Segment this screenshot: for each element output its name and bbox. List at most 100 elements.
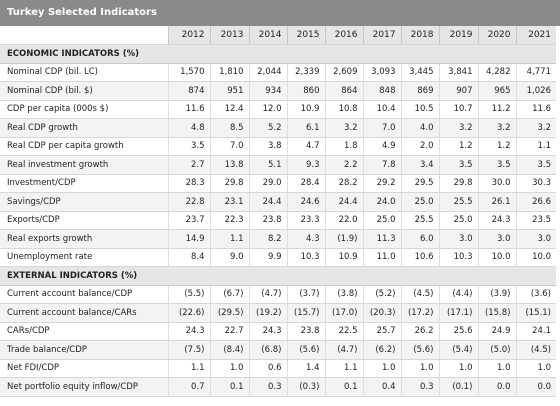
value-cell: 9.0 (209, 248, 249, 267)
row-label: Current account balance/CARs (0, 303, 168, 323)
value-cell: (17.2) (400, 303, 439, 323)
value-cell: 1.1 (515, 137, 556, 156)
value-cell: (15.7) (286, 303, 325, 323)
value-cell: 24.0 (362, 192, 401, 212)
value-cell: 26.2 (400, 322, 439, 341)
value-cell: 9.3 (286, 155, 325, 175)
value-cell: 2.2 (324, 155, 363, 175)
value-cell: 26.1 (477, 192, 516, 212)
value-cell: 12.4 (209, 100, 249, 119)
value-cell: 3.2 (477, 118, 516, 138)
value-cell: 3.2 (515, 118, 556, 138)
table-title: Turkey Selected Indicators (0, 0, 560, 26)
value-cell: (5.6) (400, 340, 439, 360)
value-cell: (20.3) (362, 303, 401, 323)
row-label: Real exports growth (0, 229, 168, 249)
value-cell: 1,570 (167, 63, 210, 82)
value-cell: 25.5 (400, 211, 439, 230)
value-cell: 3.2 (438, 118, 478, 138)
value-cell: 25.5 (438, 192, 478, 212)
value-cell: (5.5) (167, 285, 210, 304)
value-cell: 10.9 (286, 100, 325, 119)
value-cell: 29.8 (209, 174, 249, 193)
value-cell: 29.5 (400, 174, 439, 193)
table-row: Real CDP growth 4.8 8.5 5.2 6.1 3.2 7.0 4.0 3.2 3… (0, 118, 556, 138)
value-cell: 24.1 (515, 322, 556, 341)
value-cell: 1.0 (209, 359, 249, 378)
value-cell: (15.8) (477, 303, 516, 323)
row-label: Investment/CDP (0, 174, 168, 193)
value-cell: 1.8 (324, 137, 363, 156)
table-row: CARs/CDP 24.3 22.7 24.3 23.8 22.5 25.7 26.2 25.6… (0, 322, 556, 341)
row-label: Real investment growth (0, 155, 168, 175)
year-header-2020: 2020 (477, 26, 516, 45)
section-heading: ECONOMIC INDICATORS (%) (0, 44, 556, 64)
value-cell: 1.2 (438, 137, 478, 156)
year-header-2013: 2013 (209, 26, 249, 45)
year-header-2021: 2021 (515, 26, 556, 45)
table-row: Real investment growth 2.7 13.8 5.1 9.3 2.2 7.… (0, 155, 556, 175)
table-row: Net portfolio equity inflow/CDP 0.7 0.1 0.3… (0, 377, 556, 397)
value-cell: (4.5) (515, 340, 556, 360)
row-label: Net portfolio equity inflow/CDP (0, 377, 168, 397)
value-cell: 24.4 (248, 192, 287, 212)
value-cell: 24.6 (286, 192, 325, 212)
row-label: Nominal CDP (bil. LC) (0, 63, 168, 82)
value-cell: 1.1 (167, 359, 210, 378)
value-cell: 5.2 (248, 118, 287, 138)
header-blank-cell (0, 26, 168, 45)
value-cell: 2,339 (286, 63, 325, 82)
value-cell: (22.6) (167, 303, 210, 323)
row-label: CDP per capita (000s $) (0, 100, 168, 119)
value-cell: 3,841 (438, 63, 478, 82)
value-cell: 1.0 (477, 359, 516, 378)
row-label: Real CDP growth (0, 118, 168, 138)
year-header-row: 2012 2013 2014 2015 2016 2017 2018 2019 2020 2021 (0, 26, 556, 45)
value-cell: 11.0 (362, 248, 401, 267)
value-cell: 30.0 (477, 174, 516, 193)
value-cell: 965 (477, 81, 516, 101)
value-cell: 0.6 (248, 359, 287, 378)
value-cell: (3.6) (515, 285, 556, 304)
value-cell: (6.8) (248, 340, 287, 360)
value-cell: 0.1 (324, 377, 363, 397)
table-row: Investment/CDP 28.3 29.8 29.0 28.4 28.2 29.2 29… (0, 174, 556, 193)
value-cell: (19.2) (248, 303, 287, 323)
row-label: Real CDP per capita growth (0, 137, 168, 156)
table-row: Unemployment rate 8.4 9.0 9.9 10.3 10.9 11.0 10… (0, 248, 556, 267)
value-cell: 0.7 (167, 377, 210, 397)
value-cell: 10.6 (400, 248, 439, 267)
value-cell: 10.0 (515, 248, 556, 267)
value-cell: 0.3 (248, 377, 287, 397)
table-row: Trade balance/CDP (7.5) (8.4) (6.8) (5.6) (4.… (0, 340, 556, 360)
value-cell: 0.4 (362, 377, 401, 397)
row-label: Savings/CDP (0, 192, 168, 212)
value-cell: 11.6 (515, 100, 556, 119)
value-cell: 934 (248, 81, 287, 101)
value-cell: 1.1 (209, 229, 249, 249)
value-cell: 24.4 (324, 192, 363, 212)
year-header-2015: 2015 (286, 26, 325, 45)
value-cell: 10.0 (477, 248, 516, 267)
value-cell: 3.5 (167, 137, 210, 156)
table-row: CDP per capita (000s $) 11.6 12.4 12.0 10.9 1… (0, 100, 556, 119)
value-cell: 22.8 (167, 192, 210, 212)
value-cell: 22.5 (324, 322, 363, 341)
row-label: Trade balance/CDP (0, 340, 168, 360)
value-cell: 8.5 (209, 118, 249, 138)
value-cell: 1.1 (324, 359, 363, 378)
value-cell: 13.8 (209, 155, 249, 175)
value-cell: 4.9 (362, 137, 401, 156)
value-cell: 4.7 (286, 137, 325, 156)
value-cell: (4.5) (400, 285, 439, 304)
value-cell: 22.0 (324, 211, 363, 230)
value-cell: 12.0 (248, 100, 287, 119)
value-cell: 24.3 (248, 322, 287, 341)
value-cell: 3.5 (515, 155, 556, 175)
value-cell: 24.9 (477, 322, 516, 341)
value-cell: 23.1 (209, 192, 249, 212)
value-cell: 25.7 (362, 322, 401, 341)
value-cell: (17.1) (438, 303, 478, 323)
value-cell: 4.8 (167, 118, 210, 138)
value-cell: (5.0) (477, 340, 516, 360)
